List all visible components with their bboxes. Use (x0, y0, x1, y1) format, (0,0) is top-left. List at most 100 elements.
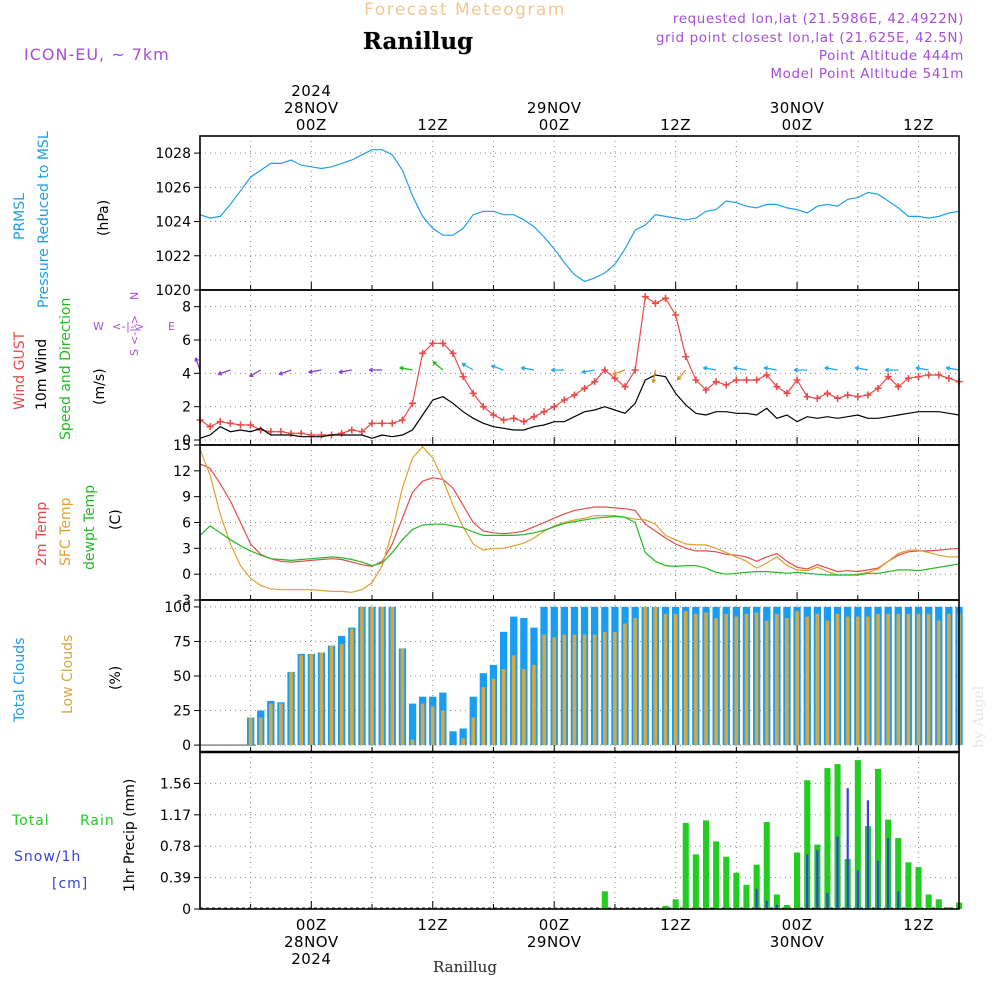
gust-marker (611, 374, 619, 382)
low-cloud-bar (876, 613, 880, 746)
gust-marker (823, 389, 831, 397)
y-tick-label: 1.17 (160, 808, 191, 824)
wind-speed-dir-label: Speed and Direction (58, 298, 74, 440)
gust-marker (651, 299, 659, 307)
compass-west: W (93, 320, 104, 333)
gust-marker (732, 376, 740, 384)
low-cloud-bar (592, 634, 597, 745)
snow-bar (866, 800, 869, 909)
wind-arrow (702, 365, 717, 371)
chart-title: Forecast Meteogram (364, 0, 566, 20)
gust-marker (206, 423, 214, 431)
low-cloud-bar (673, 613, 678, 746)
wind-arrow (945, 365, 960, 371)
low-cloud-bar (653, 606, 658, 746)
bottom-time-label: 28NOV (284, 933, 339, 951)
requested-coords: requested lon,lat (21.5986E, 42.4922N) (673, 11, 964, 27)
low-cloud-bar (339, 644, 344, 746)
total-cloud-bar (459, 728, 467, 746)
low-cloud-bar (643, 606, 648, 746)
pressure-label: PRMSL Pressure Reduced to MSL (hPa) (12, 131, 112, 308)
rain-bar (733, 872, 740, 909)
gust-marker (297, 429, 305, 437)
gust-marker (277, 428, 285, 436)
snow-bar (836, 836, 839, 909)
gust-marker (844, 391, 852, 399)
gust-marker (813, 394, 821, 402)
y-tick-label: 1022 (155, 249, 191, 265)
gust-marker (226, 419, 234, 427)
y-tick-label: -3 (177, 593, 191, 609)
pressure-line (199, 149, 960, 283)
gust-marker (358, 428, 366, 436)
y-tick-label: 1024 (155, 215, 191, 231)
snow-bar (765, 900, 768, 909)
gust-marker (702, 386, 710, 394)
total-label: Total (11, 813, 50, 829)
snow-label: Snow/1h (14, 849, 81, 865)
gust-marker (864, 391, 872, 399)
gust-marker (338, 429, 346, 437)
footer-location: Ranillug (433, 958, 497, 976)
temp-unit: (C) (108, 509, 124, 530)
low-cloud-bar (501, 669, 506, 746)
gust-marker (247, 421, 255, 429)
y-tick-label: 2 (182, 400, 191, 416)
panel-2: -3 0 3 6 9 12 15 (173, 438, 959, 609)
low-cloud-bar (430, 706, 435, 746)
snow-bar (816, 850, 819, 909)
low-cloud-bar (916, 613, 921, 746)
y-tick-label: 15 (173, 438, 191, 454)
gust-marker (469, 389, 477, 397)
gust-marker (459, 373, 467, 381)
rain-bar (662, 905, 669, 909)
gust-marker (935, 371, 943, 379)
low-cloud-bar (825, 620, 830, 746)
wind-arrow (581, 369, 595, 375)
gust-marker (915, 373, 923, 381)
low-cloud-bar (724, 613, 728, 746)
gust-marker (712, 378, 720, 386)
clouds-label: Total Clouds Low Clouds (%) (12, 635, 124, 723)
low-cloud-bar (603, 631, 607, 746)
panel-0: 1020 1022 1024 1026 1028 (155, 136, 959, 299)
gust-marker (267, 428, 275, 436)
low-cloud-bar (471, 717, 475, 746)
y-tick-label: 25 (173, 704, 191, 720)
y-tick-label: 0 (182, 738, 191, 754)
compass-east: E (168, 320, 175, 333)
low-cloud-bar (775, 613, 779, 746)
y-tick-label: 1026 (155, 180, 191, 196)
wind-arrow (824, 365, 838, 371)
low-cloud-bar (785, 618, 789, 746)
rain-bar (935, 899, 942, 909)
snow-bar (755, 888, 758, 909)
gust-marker (570, 391, 578, 399)
low-cloud-bar (582, 634, 587, 745)
rain-bar (692, 854, 699, 909)
gust-marker (520, 418, 528, 426)
low-cloud-bar (248, 717, 253, 746)
low-cloud-bar (289, 671, 293, 746)
wind-arrow (612, 369, 626, 376)
low-cloud-bar (896, 613, 901, 746)
gust-marker (378, 419, 386, 427)
gust-marker (742, 376, 750, 384)
gust-marker (530, 413, 538, 421)
gust-marker (489, 411, 497, 419)
y-tick-label: 100 (164, 600, 191, 616)
wind-arrow (676, 369, 687, 381)
low-cloud-bar (947, 613, 951, 746)
snow-bar (775, 905, 778, 909)
gust-marker (763, 371, 771, 379)
wind-arrow (520, 365, 535, 371)
low-cloud-bar (552, 637, 556, 746)
gust-marker (672, 311, 680, 319)
pressure-unit: (hPa) (96, 200, 112, 236)
y-tick-label: 12 (173, 464, 191, 480)
rain-bar (824, 768, 831, 909)
y-tick-label: 8 (182, 300, 191, 316)
low-cloud-bar (805, 616, 809, 746)
y-tick-label: 0.78 (160, 839, 191, 855)
gust-marker (601, 366, 609, 374)
